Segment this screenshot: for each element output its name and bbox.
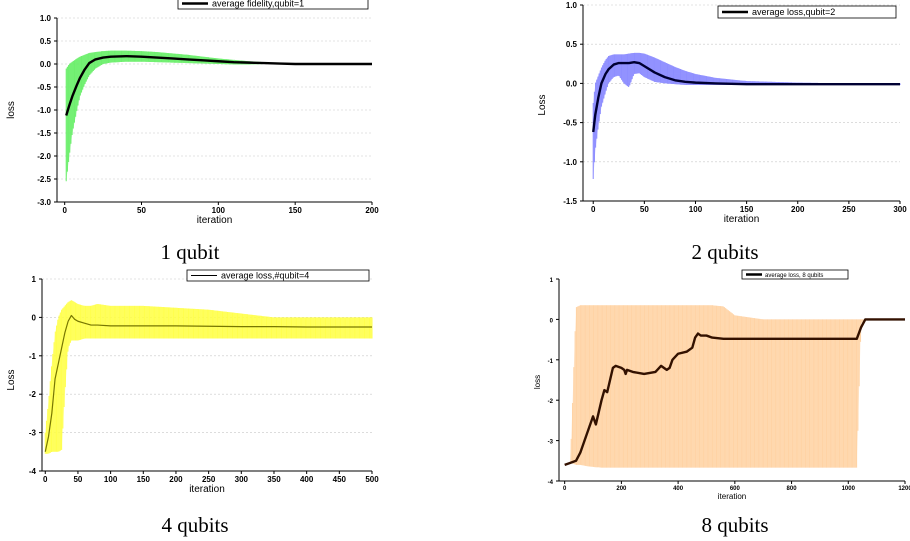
caption-2-qubits: 2 qubits <box>691 240 759 264</box>
y-tick-label: 0 <box>550 318 554 324</box>
y-tick-label: 0.0 <box>566 79 578 88</box>
x-tick-label: 800 <box>787 486 798 492</box>
y-tick-label: -1.0 <box>563 158 577 167</box>
x-tick-label: 100 <box>689 205 703 214</box>
band-fill <box>564 305 905 468</box>
y-tick-label: 0 <box>32 313 37 322</box>
y-axis-label: Loss <box>537 94 548 115</box>
y-tick-label: 0.0 <box>40 60 52 69</box>
x-tick-label: 300 <box>893 205 907 214</box>
x-axis-label: iteration <box>718 492 746 501</box>
x-tick-label: 300 <box>235 475 249 484</box>
legend-label: average loss,qubit=2 <box>752 7 835 17</box>
y-tick-label: -4 <box>29 467 37 476</box>
band-strokes <box>570 305 865 468</box>
y-tick-label: -1 <box>548 359 554 365</box>
x-tick-label: 100 <box>104 475 118 484</box>
x-tick-label: 1200 <box>898 486 910 492</box>
x-tick-label: 250 <box>842 205 856 214</box>
y-tick-label: 0.5 <box>566 40 578 49</box>
y-tick-label: -4 <box>548 480 554 486</box>
legend: average loss, 8 qubits <box>741 269 849 280</box>
series-line <box>44 314 372 452</box>
legend: average loss,#qubit=4 <box>186 269 370 282</box>
x-axis-label: iteration <box>724 214 760 225</box>
x-tick-label: 600 <box>730 486 741 492</box>
y-tick-label: -3 <box>29 429 37 438</box>
caption-1-qubit: 1 qubit <box>160 240 220 264</box>
x-tick-label: 50 <box>137 206 146 215</box>
y-tick-label: -1.5 <box>563 197 577 206</box>
x-tick-label: 1000 <box>842 486 856 492</box>
y-tick-label: -2 <box>548 399 554 405</box>
y-tick-label: -0.5 <box>563 119 577 128</box>
x-tick-label: 200 <box>791 205 805 214</box>
legend: average loss,qubit=2 <box>717 5 897 19</box>
y-tick-label: -2.0 <box>37 152 51 161</box>
x-tick-label: 100 <box>212 206 226 215</box>
y-tick-label: -1 <box>29 352 37 361</box>
y-axis-label: loss <box>533 375 542 389</box>
y-tick-label: -2 <box>29 390 37 399</box>
x-tick-label: 150 <box>137 475 151 484</box>
y-tick-label: -0.5 <box>37 83 51 92</box>
caption-8-qubits: 8 qubits <box>701 513 769 537</box>
x-tick-label: 0 <box>591 205 596 214</box>
y-tick-label: -2.5 <box>37 175 51 184</box>
x-tick-label: 200 <box>169 475 183 484</box>
y-axis-label: loss <box>6 101 17 119</box>
legend-label: average fidelity,qubit=1 <box>212 0 304 9</box>
series-line <box>592 61 900 133</box>
x-tick-label: 500 <box>365 475 379 484</box>
y-tick-label: -1.0 <box>37 106 51 115</box>
y-tick-label: -1.5 <box>37 129 51 138</box>
y-tick-label: 0.5 <box>40 37 52 46</box>
x-tick-label: 400 <box>673 486 684 492</box>
x-tick-label: 450 <box>333 475 347 484</box>
x-tick-label: 200 <box>616 486 627 492</box>
x-tick-label: 0 <box>43 475 48 484</box>
x-tick-label: 50 <box>73 475 82 484</box>
variance-band <box>564 305 905 468</box>
caption-4-qubits: 4 qubits <box>161 513 229 537</box>
legend-label: average loss, 8 qubits <box>765 273 823 279</box>
y-tick-label: 1.0 <box>566 1 578 10</box>
series-line <box>65 54 372 116</box>
x-tick-label: 350 <box>267 475 281 484</box>
x-tick-label: 250 <box>202 475 216 484</box>
y-tick-label: 1 <box>32 275 37 284</box>
band-fill <box>45 300 373 454</box>
x-tick-label: 200 <box>365 206 379 215</box>
y-tick-label: 1.0 <box>40 14 52 23</box>
x-axis-label: iteration <box>197 215 233 226</box>
x-axis-label: iteration <box>189 484 225 495</box>
y-axis-label: Loss <box>6 369 17 390</box>
x-tick-label: 400 <box>300 475 314 484</box>
x-tick-label: 150 <box>288 206 302 215</box>
y-tick-label: -3.0 <box>37 198 51 207</box>
legend-label: average loss,#qubit=4 <box>221 271 309 281</box>
y-tick-label: 1 <box>550 278 554 284</box>
x-tick-label: 150 <box>740 205 754 214</box>
y-tick-label: -3 <box>548 440 554 446</box>
series-line <box>564 318 905 466</box>
legend: average fidelity,qubit=1 <box>177 0 369 10</box>
band-fill <box>66 50 372 182</box>
x-tick-label: 50 <box>640 205 649 214</box>
x-tick-label: 0 <box>62 206 67 215</box>
x-tick-label: 0 <box>563 486 567 492</box>
